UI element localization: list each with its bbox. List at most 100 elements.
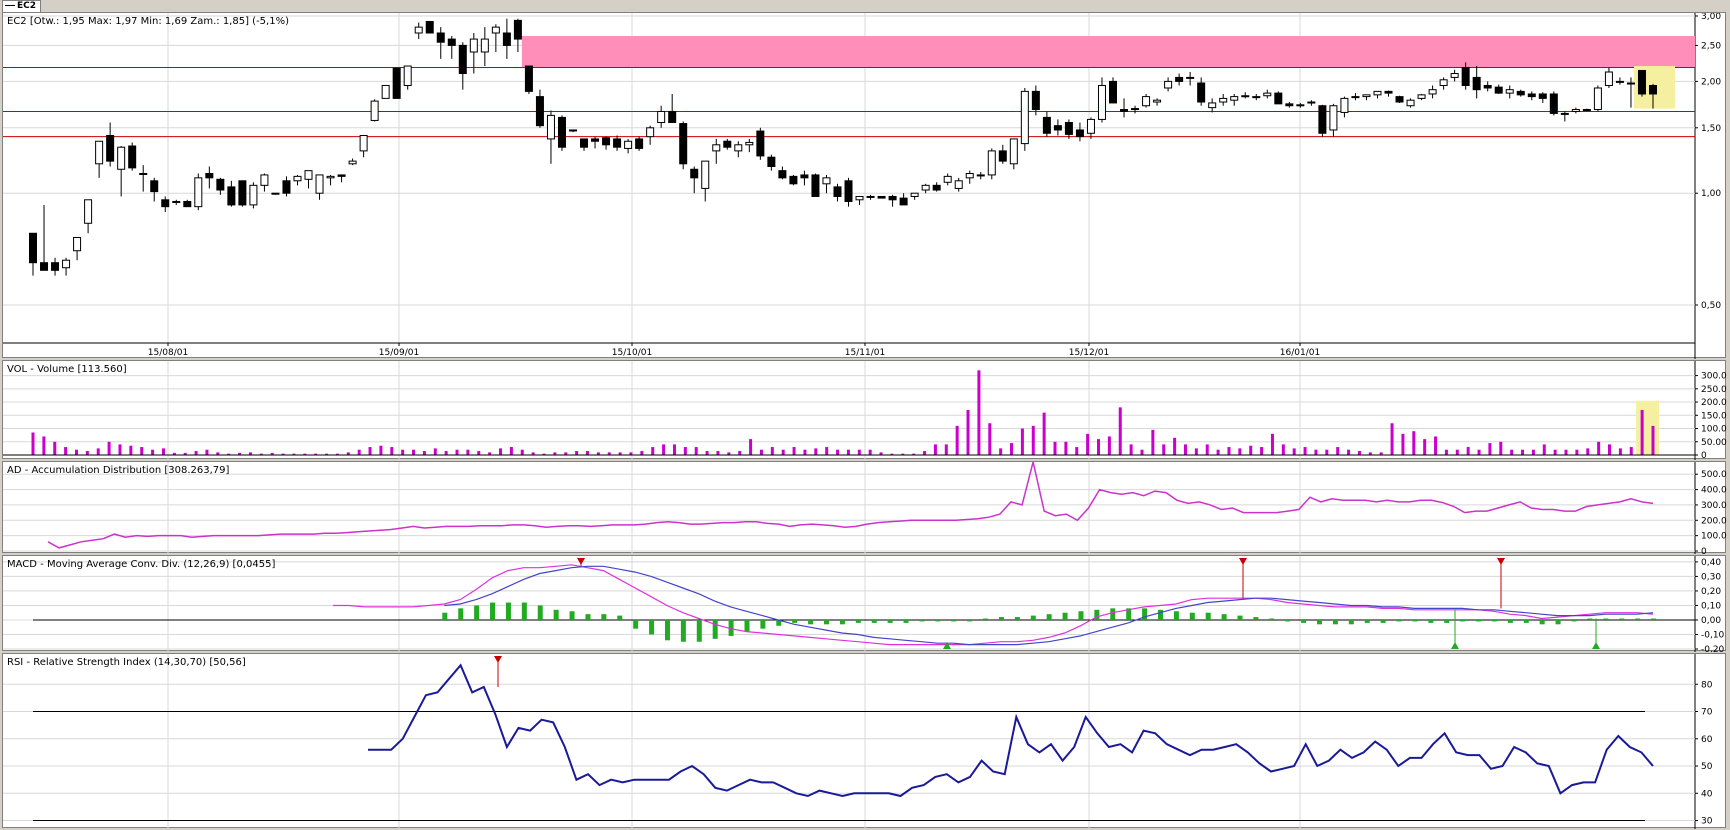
- y-tick-label: 0,30: [1701, 572, 1721, 582]
- ad-panel[interactable]: 500.000 400.000 300.000 200.000 100.000 0 AD -…: [2, 461, 1727, 554]
- candle-body: [1274, 92, 1283, 105]
- macd-chart: 0,40 0,30 0,20 0,10 0,00 -0,10 -0,20 MACD - Mov…: [3, 556, 1725, 652]
- y-tick-label: 60: [1701, 735, 1713, 745]
- histogram-bar: [1189, 612, 1195, 620]
- signal-line: [444, 565, 1654, 646]
- candle-body: [1208, 102, 1217, 109]
- volume-bar: [107, 441, 111, 455]
- volume-bar: [1531, 449, 1535, 455]
- candle-body: [282, 180, 291, 194]
- candle-body: [1439, 79, 1448, 86]
- ad-chart: 500.000 400.000 300.000 200.000 100.000 0 AD -…: [3, 462, 1727, 554]
- volume-bar: [727, 452, 731, 455]
- candle-body: [888, 195, 897, 201]
- buy-marker: [1592, 642, 1600, 649]
- candle-body: [657, 110, 666, 124]
- candle-body: [29, 232, 37, 264]
- volume-bar: [401, 449, 405, 455]
- volume-bar: [792, 447, 796, 455]
- volume-bar: [759, 449, 763, 455]
- histogram-bar: [1062, 612, 1068, 620]
- symbol-tab-label: EC2: [17, 1, 37, 11]
- volume-panel[interactable]: 300.000 250.000 200.000 150.000 100.000 50.00…: [2, 360, 1727, 460]
- volume-bar: [1064, 441, 1068, 455]
- y-tick-label: 150.000: [1701, 411, 1727, 421]
- rsi-panel[interactable]: 80 70 60 50 40 30 RSI - Relative Strength Inde…: [2, 653, 1726, 829]
- candle-body: [249, 184, 258, 206]
- histogram-bar: [1571, 619, 1577, 622]
- candle-body: [1626, 82, 1635, 85]
- sell-marker: [577, 558, 585, 565]
- volume-bar: [1097, 439, 1101, 455]
- volume-bar: [53, 441, 57, 455]
- volume-bar: [607, 452, 611, 455]
- volume-bar: [846, 449, 850, 455]
- candle-body: [370, 100, 379, 121]
- histogram-bar: [1523, 619, 1529, 623]
- candle-body: [1472, 76, 1481, 91]
- volume-bar: [140, 447, 144, 455]
- candle-body: [447, 38, 456, 46]
- candle-body: [1230, 96, 1239, 101]
- macd-panel[interactable]: 0,40 0,30 0,20 0,10 0,00 -0,10 -0,20 MACD - Mov…: [2, 555, 1726, 652]
- sell-marker: [494, 656, 502, 663]
- candle-body: [668, 110, 677, 124]
- volume-bar: [1249, 445, 1253, 455]
- candle-body: [172, 200, 181, 203]
- volume-bar: [509, 447, 513, 455]
- candle-body: [326, 175, 335, 179]
- volume-bar: [1629, 447, 1633, 455]
- candle-body: [359, 135, 368, 152]
- volume-bar: [618, 452, 622, 455]
- histogram-bar: [1348, 619, 1354, 625]
- histogram-bar: [1364, 619, 1370, 623]
- histogram-bar: [649, 619, 655, 635]
- candle-body: [1549, 93, 1558, 114]
- volume-bar: [749, 439, 753, 455]
- volume-bar: [1347, 449, 1351, 455]
- buy-marker: [1451, 642, 1459, 649]
- candle-body: [1009, 138, 1018, 165]
- y-tick-label: 300.000: [1701, 501, 1727, 511]
- histogram-bar: [680, 619, 686, 642]
- candle-body: [745, 141, 754, 146]
- volume-bar: [368, 447, 372, 455]
- volume-bar: [357, 449, 361, 455]
- volume-bar: [412, 449, 416, 455]
- volume-bar: [455, 449, 459, 455]
- candle-body: [95, 140, 104, 165]
- volume-bar: [912, 453, 916, 455]
- candle-body: [1219, 97, 1228, 103]
- volume-bar: [999, 448, 1003, 455]
- volume-bar: [1010, 443, 1014, 455]
- y-tick-label: -0,10: [1701, 630, 1725, 640]
- y-tick-label: 1,00: [1701, 189, 1721, 199]
- volume-bar: [1597, 441, 1601, 455]
- histogram-bar: [712, 619, 718, 639]
- candle-body: [1395, 96, 1404, 103]
- price-panel[interactable]: 3,00 2,50 2,00 1,50 1,00 0,50 15/08/01 15/09/01…: [2, 12, 1726, 359]
- candle-body: [1560, 112, 1569, 115]
- volume-bar: [531, 452, 535, 455]
- histogram-bar: [1173, 611, 1179, 620]
- volume-bar: [683, 447, 687, 455]
- candle-body: [756, 130, 765, 157]
- y-tick-label: 0,20: [1701, 587, 1721, 597]
- volume-bar: [1510, 449, 1514, 455]
- histogram-bar: [935, 619, 941, 622]
- histogram-bar: [633, 619, 639, 629]
- histogram-bar: [839, 619, 845, 625]
- candle-body: [734, 144, 743, 152]
- x-tick-label: 16/01/01: [1280, 348, 1320, 358]
- volume-bar: [1575, 449, 1579, 455]
- candle-body: [1075, 129, 1084, 138]
- volume-bar: [672, 444, 676, 455]
- y-tick-label: 30: [1701, 817, 1713, 827]
- histogram-bar: [808, 619, 814, 625]
- candle-body: [1329, 105, 1338, 131]
- candle-body: [591, 138, 600, 142]
- y-tick-label: 50.000: [1701, 438, 1727, 448]
- histogram-bar: [537, 605, 543, 620]
- candle-body: [1649, 84, 1657, 95]
- candle-body: [194, 177, 203, 208]
